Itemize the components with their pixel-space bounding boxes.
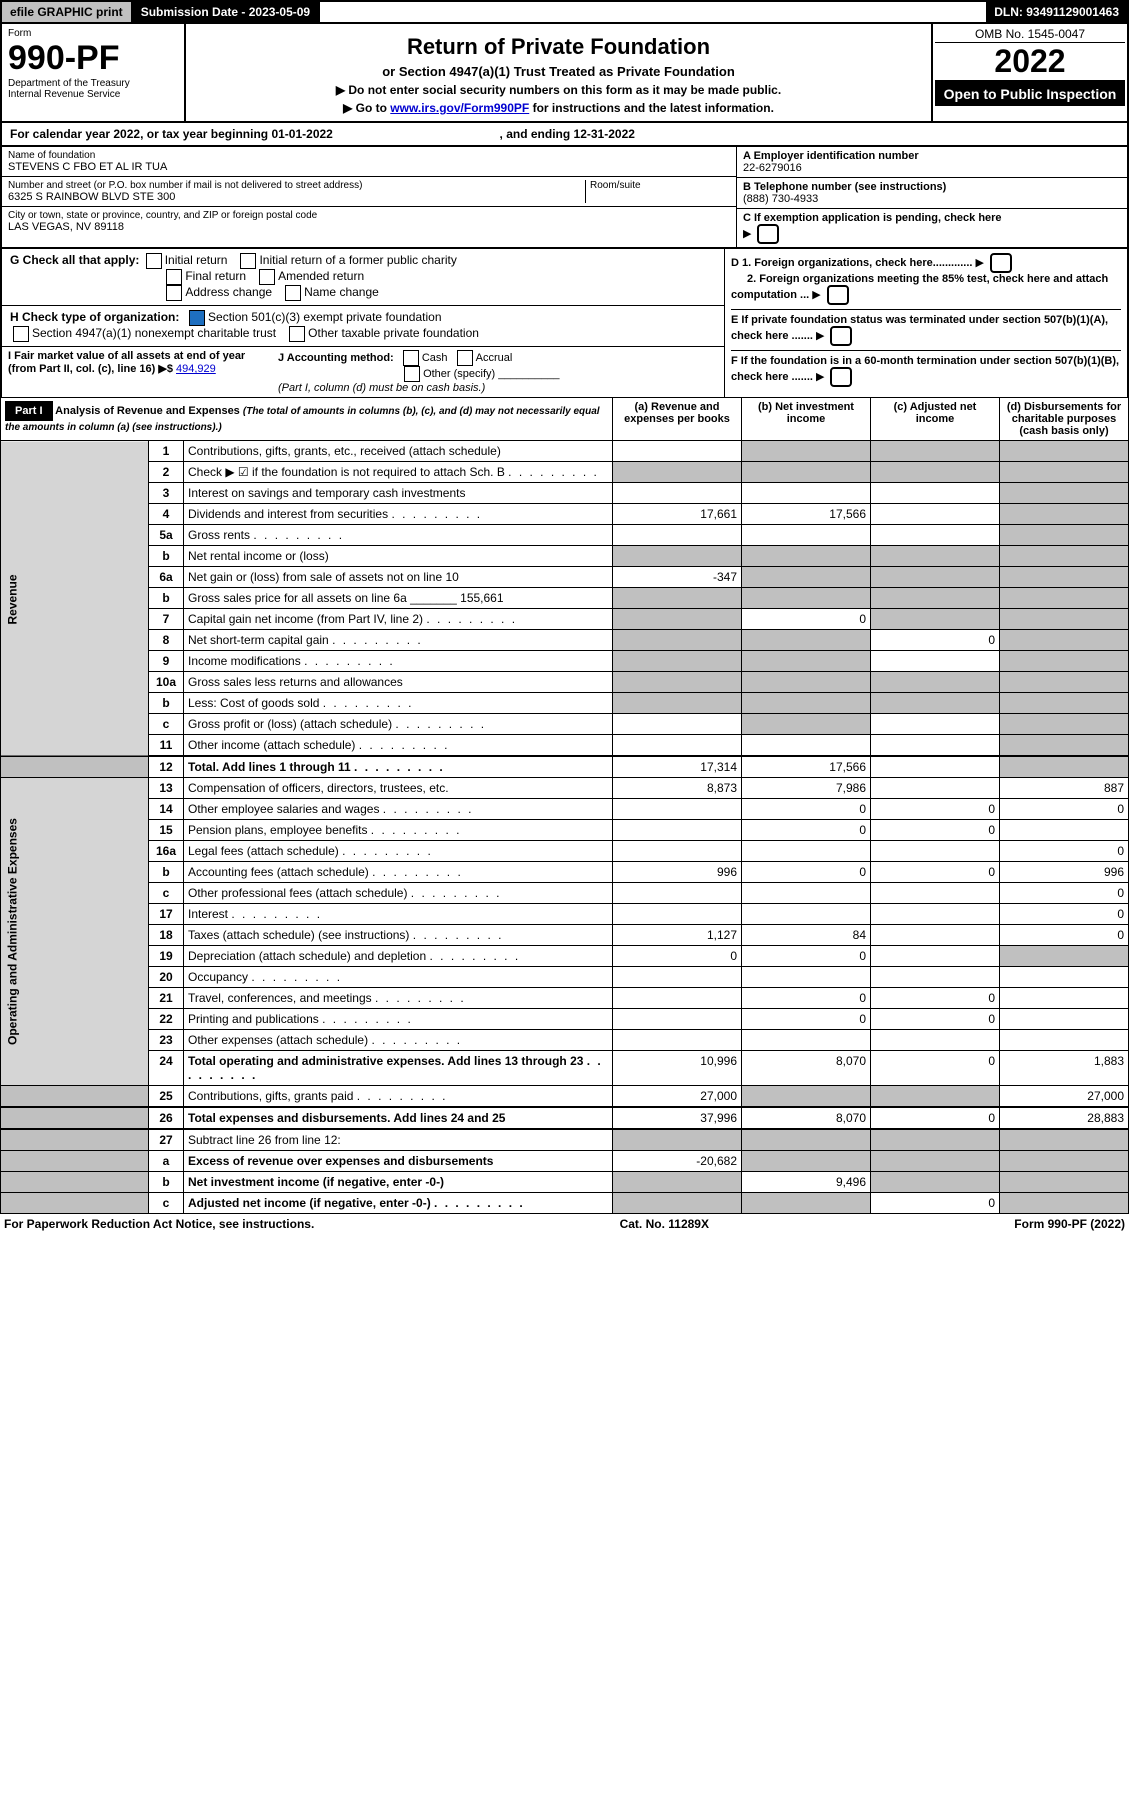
d2-check[interactable] bbox=[827, 285, 849, 305]
e-check[interactable] bbox=[830, 326, 852, 346]
irs: Internal Revenue Service bbox=[8, 89, 178, 100]
addr-label: Number and street (or P.O. box number if… bbox=[8, 180, 585, 191]
e-label: E If private foundation status was termi… bbox=[731, 314, 1108, 342]
j-label: J Accounting method: bbox=[278, 352, 394, 364]
col-b: (b) Net investment income bbox=[742, 398, 871, 441]
form990pf-link[interactable]: www.irs.gov/Form990PF bbox=[390, 101, 529, 115]
part-i-table: Part I Analysis of Revenue and Expenses … bbox=[0, 397, 1129, 1214]
col-a: (a) Revenue and expenses per books bbox=[613, 398, 742, 441]
page-footer: For Paperwork Reduction Act Notice, see … bbox=[0, 1214, 1129, 1234]
city-label: City or town, state or province, country… bbox=[8, 210, 730, 221]
room-label: Room/suite bbox=[590, 180, 730, 191]
h-label: H Check type of organization: bbox=[10, 310, 179, 324]
d2-label: 2. Foreign organizations meeting the 85%… bbox=[731, 273, 1108, 301]
note-goto: ▶ Go to www.irs.gov/Form990PF for instru… bbox=[196, 101, 921, 115]
form-rev: Form 990-PF (2022) bbox=[1014, 1217, 1125, 1231]
h-4947-check[interactable] bbox=[13, 326, 29, 342]
part-i-label: Part I bbox=[5, 401, 53, 421]
f-check[interactable] bbox=[830, 367, 852, 387]
ein-value: 22-6279016 bbox=[743, 162, 1121, 174]
identity-block: Name of foundationSTEVENS C FBO ET AL IR… bbox=[0, 147, 1129, 249]
form-subtitle: or Section 4947(a)(1) Trust Treated as P… bbox=[196, 64, 921, 79]
f-label: F If the foundation is in a 60-month ter… bbox=[731, 355, 1119, 383]
h-501c3-check[interactable] bbox=[189, 310, 205, 326]
omb-number: OMB No. 1545-0047 bbox=[935, 26, 1125, 43]
g-initial-return-check[interactable] bbox=[146, 253, 162, 269]
form-number: 990-PF bbox=[8, 39, 178, 78]
col-d: (d) Disbursements for charitable purpose… bbox=[1000, 398, 1129, 441]
j-other-check[interactable] bbox=[404, 366, 420, 382]
col-c: (c) Adjusted net income bbox=[871, 398, 1000, 441]
d1-check[interactable] bbox=[990, 253, 1012, 273]
paperwork-notice: For Paperwork Reduction Act Notice, see … bbox=[4, 1217, 314, 1231]
cat-no: Cat. No. 11289X bbox=[620, 1217, 709, 1231]
form-word: Form bbox=[8, 28, 178, 39]
foundation-name: STEVENS C FBO ET AL IR TUA bbox=[8, 161, 730, 173]
j-accrual-check[interactable] bbox=[457, 350, 473, 366]
dln: DLN: 93491129001463 bbox=[986, 2, 1127, 22]
c-checkbox[interactable] bbox=[757, 224, 779, 244]
expenses-section: Operating and Administrative Expenses bbox=[1, 778, 149, 1086]
phone-value: (888) 730-4933 bbox=[743, 193, 1121, 205]
d1-label: D 1. Foreign organizations, check here..… bbox=[731, 257, 972, 269]
i-value: 494,929 bbox=[176, 363, 216, 375]
form-title: Return of Private Foundation bbox=[196, 34, 921, 60]
h-other-check[interactable] bbox=[289, 326, 305, 342]
g-final-return-check[interactable] bbox=[166, 269, 182, 285]
submission-date: Submission Date - 2023-05-09 bbox=[133, 2, 320, 22]
efile-print-btn[interactable]: efile GRAPHIC print bbox=[2, 2, 133, 22]
j-cash-check[interactable] bbox=[403, 350, 419, 366]
revenue-section: Revenue bbox=[1, 441, 149, 757]
tax-year: 2022 bbox=[935, 43, 1125, 82]
city-state-zip: LAS VEGAS, NV 89118 bbox=[8, 221, 730, 233]
g-initial-former-check[interactable] bbox=[240, 253, 256, 269]
j-note: (Part I, column (d) must be on cash basi… bbox=[278, 382, 485, 394]
dept: Department of the Treasury bbox=[8, 78, 178, 89]
phone-label: B Telephone number (see instructions) bbox=[743, 181, 1121, 193]
g-amended-check[interactable] bbox=[259, 269, 275, 285]
g-label: G Check all that apply: bbox=[10, 253, 139, 267]
note-ssn: ▶ Do not enter social security numbers o… bbox=[196, 83, 921, 97]
calendar-year-row: For calendar year 2022, or tax year begi… bbox=[0, 121, 1129, 147]
g-address-change-check[interactable] bbox=[166, 285, 182, 301]
part-i-heading: Analysis of Revenue and Expenses bbox=[55, 405, 240, 417]
g-name-change-check[interactable] bbox=[285, 285, 301, 301]
form-header: Form 990-PF Department of the Treasury I… bbox=[0, 24, 1129, 121]
top-bar: efile GRAPHIC print Submission Date - 20… bbox=[0, 0, 1129, 24]
name-label: Name of foundation bbox=[8, 150, 730, 161]
open-to-public: Open to Public Inspection bbox=[935, 82, 1125, 106]
street-address: 6325 S RAINBOW BLVD STE 300 bbox=[8, 191, 585, 203]
c-exemption-label: C If exemption application is pending, c… bbox=[743, 212, 1002, 224]
ein-label: A Employer identification number bbox=[743, 150, 1121, 162]
